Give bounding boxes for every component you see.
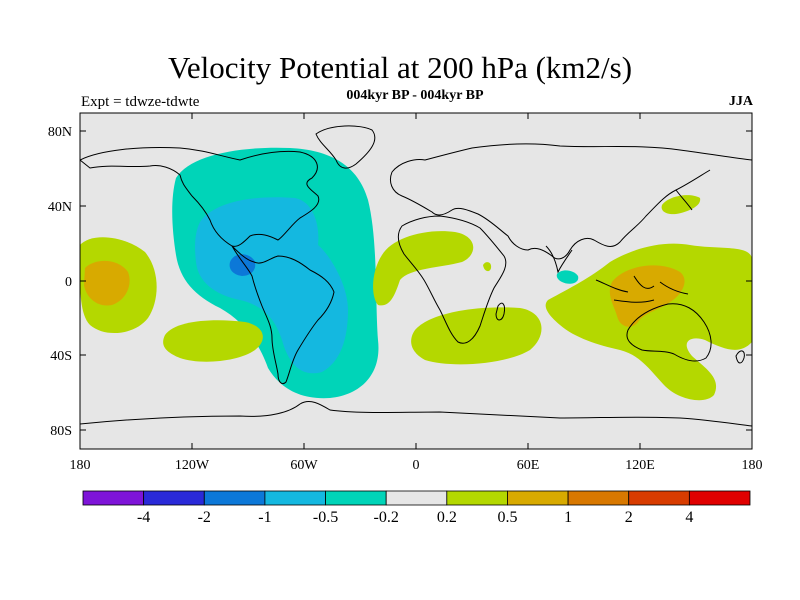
central-pacific-core <box>84 260 130 306</box>
lon-label-120w: 120W <box>175 458 210 473</box>
new-zealand-coastline <box>735 350 745 364</box>
colorbar-label: 0.5 <box>497 509 517 526</box>
japan-coastline <box>675 189 693 211</box>
lat-label-80n: 80N <box>48 125 72 140</box>
south-pacific-positive <box>163 320 263 362</box>
colorbar-label: -4 <box>137 509 150 526</box>
japan-positive <box>661 195 701 215</box>
colorbar-label: 4 <box>685 509 693 526</box>
plot-subtitle: 004kyr BP - 004kyr BP <box>346 88 484 103</box>
antarctica-coastline <box>80 401 752 427</box>
coastlines <box>80 125 752 427</box>
colorbar-swatch <box>507 490 569 506</box>
colorbar-swatch <box>143 490 205 506</box>
colorbar-label: -0.5 <box>313 509 338 526</box>
colorbar-swatch <box>688 490 751 506</box>
southern-africa-positive <box>411 307 542 365</box>
lon-label-180-right: 180 <box>742 458 763 473</box>
plot-title: Velocity Potential at 200 hPa (km2/s) <box>167 50 633 85</box>
india-coastline <box>545 245 573 274</box>
lat-label-80s: 80S <box>50 424 72 439</box>
colorbar-swatch <box>203 490 266 506</box>
axis-ticks <box>80 113 752 449</box>
greenland-coastline <box>315 125 376 169</box>
colorbar-swatch <box>82 490 145 506</box>
lat-label-0: 0 <box>65 275 72 290</box>
colorbar-label: 2 <box>625 509 633 526</box>
experiment-label: Expt = tdwze-tdwte <box>81 94 200 110</box>
atlantic-africa-positive <box>373 231 474 306</box>
west-pacific-positive <box>545 243 752 401</box>
colorbar-label: 0.2 <box>437 509 457 526</box>
maritime-continent-core <box>609 265 685 327</box>
africa-coastline <box>397 215 507 344</box>
eurasia-coastline <box>389 143 752 260</box>
colorbar-swatch <box>385 490 448 506</box>
australia-coastline <box>626 303 712 362</box>
colorbar-swatch <box>567 490 630 506</box>
colorbar-label: -1 <box>258 509 271 526</box>
indonesia-coastline <box>595 275 689 303</box>
lon-label-60e: 60E <box>517 458 540 473</box>
colorbar: -4 -2 -1 -0.5 -0.2 0.2 0.5 1 2 4 <box>82 490 751 526</box>
colorbar-swatch <box>446 490 508 506</box>
lon-label-0: 0 <box>413 458 420 473</box>
south-america-coastline <box>231 245 335 385</box>
lon-label-180-left: 180 <box>70 458 91 473</box>
lon-label-120e: 120E <box>625 458 655 473</box>
atlantic-africa-positive-blob <box>483 262 492 272</box>
madagascar-coastline <box>495 302 505 321</box>
north-america-coastline <box>80 147 320 247</box>
indian-ocean-negative <box>556 270 579 284</box>
colorbar-swatch <box>264 490 326 506</box>
lat-label-40n: 40N <box>48 200 72 215</box>
lat-label-40s: 40S <box>50 349 72 364</box>
colorbar-swatch <box>628 490 690 506</box>
season-label: JJA <box>728 94 753 109</box>
colorbar-label: -2 <box>198 509 211 526</box>
colorbar-label: -0.2 <box>374 509 399 526</box>
colorbar-label: 1 <box>564 509 572 526</box>
contour-fill-layer <box>80 147 752 401</box>
colorbar-swatch <box>325 490 387 506</box>
americas-negative-inner <box>195 197 348 374</box>
lon-label-60w: 60W <box>290 458 318 473</box>
